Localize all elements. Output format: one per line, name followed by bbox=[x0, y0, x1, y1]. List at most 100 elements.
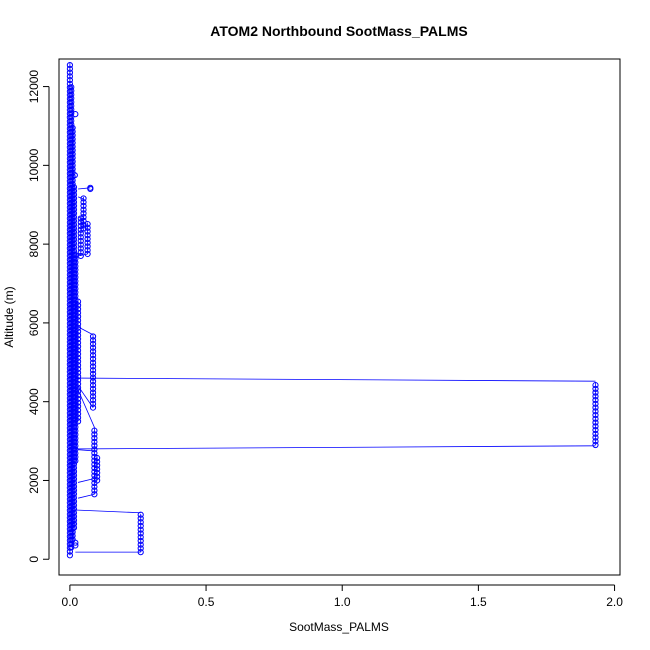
data-point bbox=[74, 306, 82, 313]
data-point bbox=[72, 111, 79, 118]
data-points bbox=[66, 62, 599, 559]
data-point bbox=[71, 172, 78, 179]
data-point bbox=[72, 446, 79, 453]
data-point bbox=[80, 221, 87, 228]
data-point bbox=[84, 224, 91, 231]
data-point bbox=[91, 438, 98, 445]
data-point bbox=[84, 239, 91, 246]
data-point bbox=[72, 450, 79, 457]
data-point bbox=[89, 340, 97, 348]
data-point bbox=[74, 320, 82, 328]
data-point bbox=[592, 382, 599, 389]
data-point bbox=[70, 199, 78, 206]
data-point bbox=[77, 252, 84, 260]
data-point bbox=[74, 410, 82, 417]
data-point bbox=[94, 462, 101, 469]
data-point bbox=[592, 411, 599, 419]
data-point bbox=[66, 552, 73, 559]
data-point bbox=[84, 247, 91, 254]
data-point bbox=[70, 505, 78, 513]
data-point bbox=[74, 377, 82, 384]
data-point bbox=[68, 121, 75, 128]
data-point bbox=[68, 106, 75, 113]
data-point bbox=[94, 477, 101, 484]
data-point bbox=[72, 453, 79, 461]
data-point bbox=[74, 414, 82, 421]
data-point bbox=[91, 449, 98, 457]
data-point bbox=[74, 388, 82, 395]
data-point bbox=[89, 374, 97, 381]
data-point bbox=[72, 423, 79, 431]
x-axis-label: SootMass_PALMS bbox=[289, 620, 389, 634]
data-point bbox=[89, 382, 97, 389]
data-point bbox=[74, 309, 82, 316]
data-point bbox=[70, 236, 78, 243]
data-point bbox=[91, 487, 98, 494]
data-point bbox=[94, 469, 101, 477]
data-point bbox=[70, 468, 78, 475]
connection-line bbox=[75, 509, 141, 514]
data-point bbox=[74, 335, 82, 343]
data-point bbox=[592, 423, 599, 430]
data-point bbox=[72, 539, 79, 546]
data-point bbox=[69, 132, 76, 139]
data-point bbox=[91, 483, 98, 490]
data-point bbox=[80, 225, 87, 232]
data-point bbox=[72, 435, 79, 442]
data-point bbox=[84, 235, 91, 243]
data-point bbox=[68, 99, 75, 106]
data-point bbox=[91, 435, 98, 442]
data-point bbox=[68, 117, 75, 124]
data-point bbox=[72, 263, 79, 270]
data-point bbox=[70, 475, 78, 483]
data-point bbox=[592, 389, 599, 396]
x-tick-label: 0.0 bbox=[62, 595, 79, 609]
data-point bbox=[70, 243, 78, 251]
data-point bbox=[70, 187, 78, 195]
data-point bbox=[72, 438, 79, 446]
data-point bbox=[72, 457, 79, 464]
data-point bbox=[68, 87, 75, 95]
data-point bbox=[89, 337, 97, 344]
data-point bbox=[70, 240, 78, 247]
data-point bbox=[89, 400, 97, 407]
data-point bbox=[68, 110, 75, 117]
data-point bbox=[69, 147, 76, 154]
data-point bbox=[70, 214, 78, 221]
data-point bbox=[592, 400, 599, 407]
y-tick-label: 10000 bbox=[27, 148, 41, 182]
data-point bbox=[70, 184, 78, 191]
data-point bbox=[74, 418, 82, 425]
connection-lines bbox=[75, 187, 596, 553]
data-point bbox=[70, 483, 78, 490]
data-point bbox=[74, 350, 82, 358]
data-point bbox=[66, 76, 73, 84]
data-point bbox=[74, 362, 82, 369]
data-point bbox=[74, 313, 82, 320]
data-point bbox=[72, 285, 79, 292]
data-point bbox=[94, 458, 101, 465]
data-point bbox=[74, 369, 82, 376]
data-point bbox=[84, 228, 91, 235]
data-point bbox=[91, 431, 98, 438]
data-point bbox=[89, 333, 97, 340]
data-point bbox=[89, 352, 97, 359]
data-point bbox=[69, 528, 76, 536]
data-point bbox=[77, 241, 84, 248]
data-point bbox=[84, 250, 91, 258]
data-point bbox=[74, 317, 82, 324]
data-point bbox=[72, 274, 79, 281]
data-point bbox=[87, 185, 94, 193]
data-point bbox=[70, 195, 78, 202]
data-point bbox=[80, 210, 87, 217]
data-point bbox=[592, 441, 599, 449]
data-point bbox=[72, 278, 79, 285]
data-point bbox=[80, 202, 87, 210]
data-point bbox=[72, 431, 79, 438]
y-tick-label: 8000 bbox=[27, 230, 41, 257]
data-point bbox=[137, 549, 144, 556]
data-point bbox=[74, 407, 82, 414]
data-point bbox=[74, 384, 82, 391]
data-point bbox=[70, 206, 78, 213]
data-point bbox=[592, 393, 599, 400]
